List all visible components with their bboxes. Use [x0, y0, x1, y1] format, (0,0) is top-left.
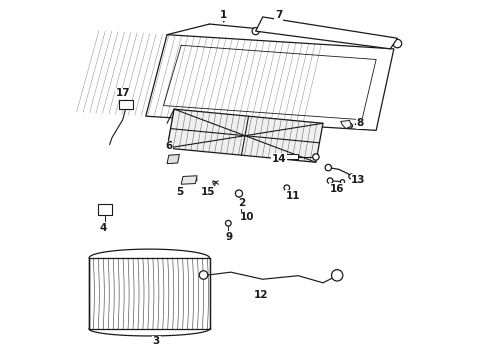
Circle shape	[252, 28, 259, 35]
Polygon shape	[341, 121, 351, 129]
Circle shape	[393, 39, 402, 48]
Circle shape	[331, 270, 343, 281]
Circle shape	[327, 178, 333, 184]
Circle shape	[284, 185, 290, 191]
Circle shape	[225, 220, 231, 226]
Text: 8: 8	[357, 118, 364, 128]
Polygon shape	[181, 176, 197, 184]
Circle shape	[238, 202, 245, 208]
Text: 2: 2	[238, 198, 245, 208]
Text: 1: 1	[220, 10, 227, 20]
Polygon shape	[256, 17, 397, 49]
Polygon shape	[212, 181, 217, 186]
Circle shape	[235, 190, 243, 197]
Circle shape	[349, 174, 354, 179]
Polygon shape	[146, 35, 394, 130]
Text: 14: 14	[271, 154, 286, 164]
Text: 15: 15	[200, 188, 215, 197]
Text: 4: 4	[99, 223, 107, 233]
Text: 7: 7	[275, 10, 282, 20]
Text: 10: 10	[240, 212, 254, 222]
FancyBboxPatch shape	[98, 204, 112, 215]
Text: 11: 11	[286, 191, 300, 201]
Circle shape	[199, 271, 208, 279]
Text: 13: 13	[351, 175, 366, 185]
Text: 9: 9	[225, 232, 233, 242]
Circle shape	[347, 123, 352, 128]
Text: 3: 3	[153, 336, 160, 346]
FancyBboxPatch shape	[119, 100, 133, 109]
Text: 5: 5	[176, 188, 183, 197]
Circle shape	[325, 165, 331, 171]
Circle shape	[313, 154, 319, 160]
Circle shape	[193, 177, 197, 181]
Circle shape	[341, 180, 344, 184]
Text: 6: 6	[165, 141, 172, 151]
Polygon shape	[167, 154, 179, 164]
Text: 12: 12	[254, 290, 268, 300]
FancyBboxPatch shape	[286, 154, 298, 159]
Circle shape	[183, 178, 187, 182]
Polygon shape	[89, 258, 210, 329]
Polygon shape	[167, 109, 323, 162]
Text: 16: 16	[330, 184, 344, 194]
Text: 17: 17	[116, 88, 130, 98]
